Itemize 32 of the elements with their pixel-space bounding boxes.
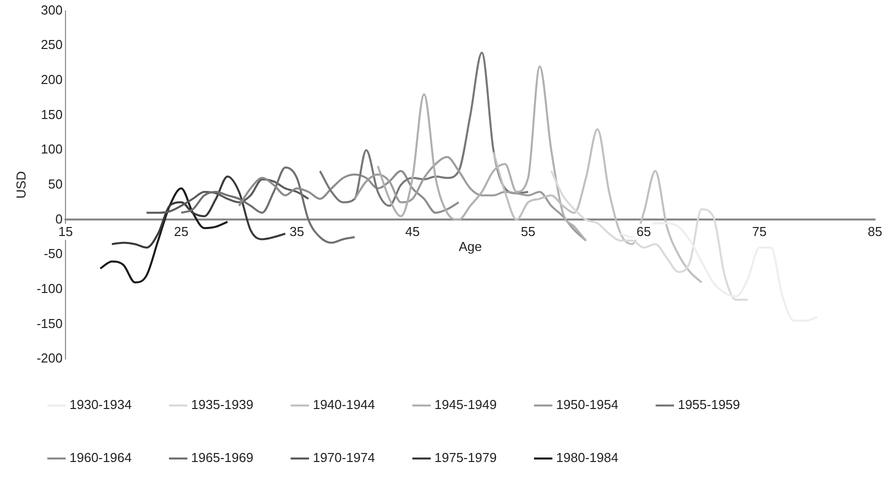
legend-label: 1975-1979 xyxy=(434,450,497,466)
y-tick-label: 50 xyxy=(48,176,63,192)
legend-label: 1955-1959 xyxy=(678,397,740,412)
legend-label: 1980-1984 xyxy=(556,450,618,466)
legend-label: 1935-1939 xyxy=(191,397,254,412)
y-axis-title: USD xyxy=(13,171,28,199)
x-tick-label: 85 xyxy=(868,224,882,239)
y-tick-label: -200 xyxy=(36,350,63,366)
x-axis-title: Age xyxy=(458,239,482,254)
y-tick-label: 300 xyxy=(40,2,63,18)
y-tick-label: 100 xyxy=(40,142,63,157)
legend-label: 1930-1934 xyxy=(70,397,132,412)
x-tick-label: 25 xyxy=(174,224,188,239)
legend-label: 1950-1954 xyxy=(556,397,618,412)
y-tick-label: -50 xyxy=(44,246,63,262)
x-tick-label: 35 xyxy=(290,224,304,239)
y-tick-label: 150 xyxy=(40,106,63,122)
y-tick-label: -150 xyxy=(36,316,63,331)
legend-label: 1960-1964 xyxy=(70,450,132,466)
x-tick-label: 15 xyxy=(58,224,73,239)
y-tick-label: 200 xyxy=(40,72,63,88)
y-tick-label: -100 xyxy=(36,280,63,296)
legend-label: 1940-1944 xyxy=(312,397,376,412)
y-tick-label: 250 xyxy=(40,37,63,52)
x-tick-label: 65 xyxy=(636,224,651,239)
x-tick-label: 55 xyxy=(520,224,536,239)
legend-label: 1965-1969 xyxy=(191,450,254,466)
x-tick-label: 45 xyxy=(405,224,420,239)
legend-label: 1945-1949 xyxy=(434,397,497,412)
x-tick-label: 75 xyxy=(752,224,767,239)
y-tick-label: 0 xyxy=(55,211,63,226)
legend-label: 1970-1974 xyxy=(312,450,376,466)
